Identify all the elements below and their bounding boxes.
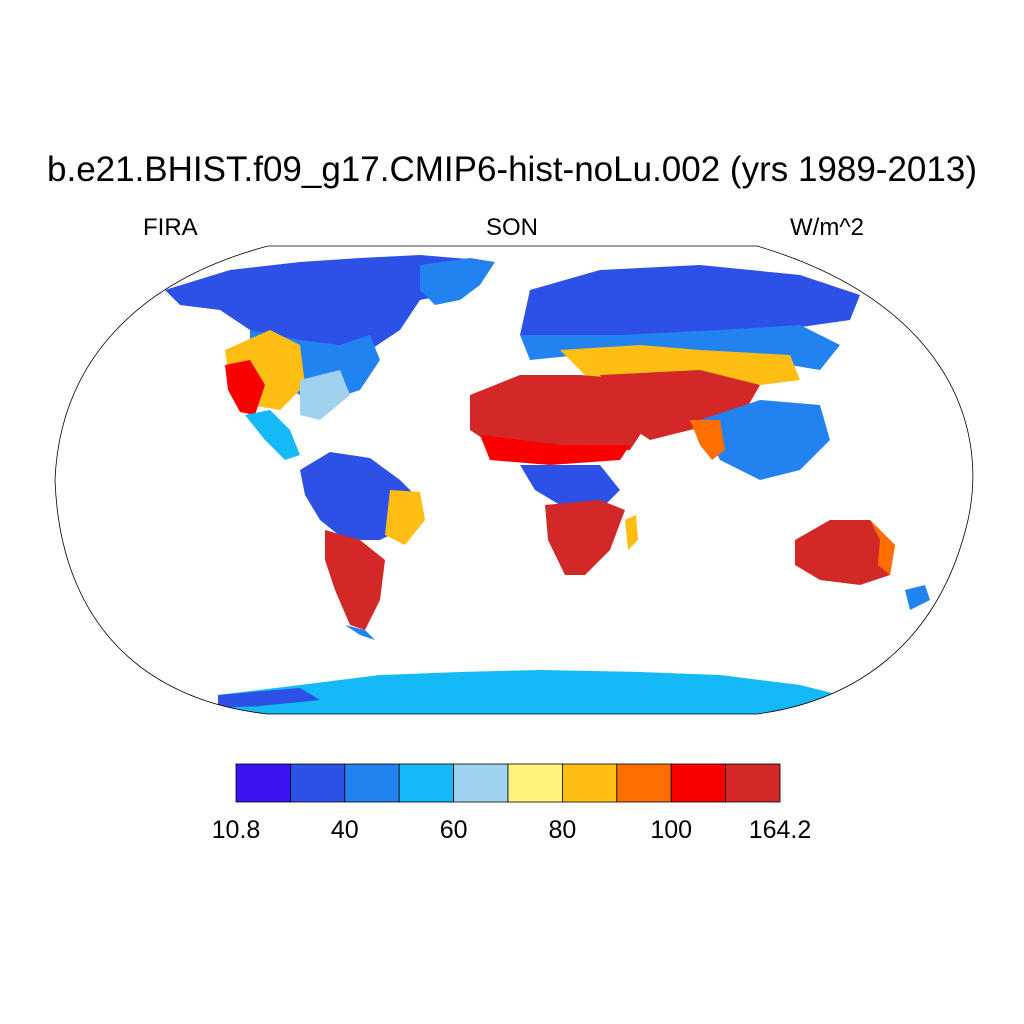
variable-label: FIRA	[143, 214, 198, 241]
colorbar-swatch	[453, 763, 509, 803]
north-america-hot	[225, 360, 265, 415]
colorbar-tick-label: 10.8	[212, 816, 261, 844]
new-zealand	[905, 585, 930, 610]
colorbar-swatch	[289, 763, 346, 803]
australia-coast	[870, 520, 895, 575]
colorbar-swatch	[562, 763, 618, 803]
madagascar	[625, 515, 638, 550]
south-east-asia	[700, 400, 830, 480]
antarctica-edge	[218, 688, 320, 708]
colorbar-tick-label: 100	[650, 816, 692, 844]
australia	[795, 520, 895, 585]
central-america	[245, 410, 300, 460]
colorbar: 10.8 40 60 80 100 164.2	[212, 763, 812, 844]
colorbar-swatch	[235, 763, 291, 803]
colorbar-swatch	[398, 763, 455, 803]
antarctica	[218, 670, 860, 714]
south-america-east	[385, 490, 425, 545]
colorbar-tick-label: 40	[331, 816, 359, 844]
india	[690, 420, 725, 460]
africa-sahel	[480, 435, 630, 465]
map-field	[165, 255, 930, 714]
north-america-southeast	[300, 370, 350, 420]
north-america-cold	[165, 255, 480, 360]
greenland	[420, 258, 495, 305]
map-outline	[54, 245, 974, 715]
africa-sahara	[470, 375, 650, 455]
colorbar-tick-label: 164.2	[749, 816, 812, 844]
colorbar-tick-label: 60	[440, 816, 468, 844]
south-america-tip	[345, 625, 375, 640]
colorbar-swatch	[670, 763, 727, 803]
colorbar-swatch	[344, 763, 400, 803]
units-label: W/m^2	[790, 214, 864, 241]
africa-south	[545, 500, 625, 575]
africa-central	[520, 465, 620, 510]
plot-title: b.e21.BHIST.f09_g17.CMIP6-hist-noLu.002 …	[47, 150, 977, 189]
season-label: SON	[485, 214, 538, 241]
colorbar-tick-label: 80	[548, 816, 576, 844]
colorbar-swatch	[616, 763, 672, 803]
colorbar-swatch	[725, 763, 781, 803]
eurasia-north	[520, 265, 860, 340]
colorbar-swatch	[507, 763, 563, 803]
south-america-south	[325, 530, 385, 630]
